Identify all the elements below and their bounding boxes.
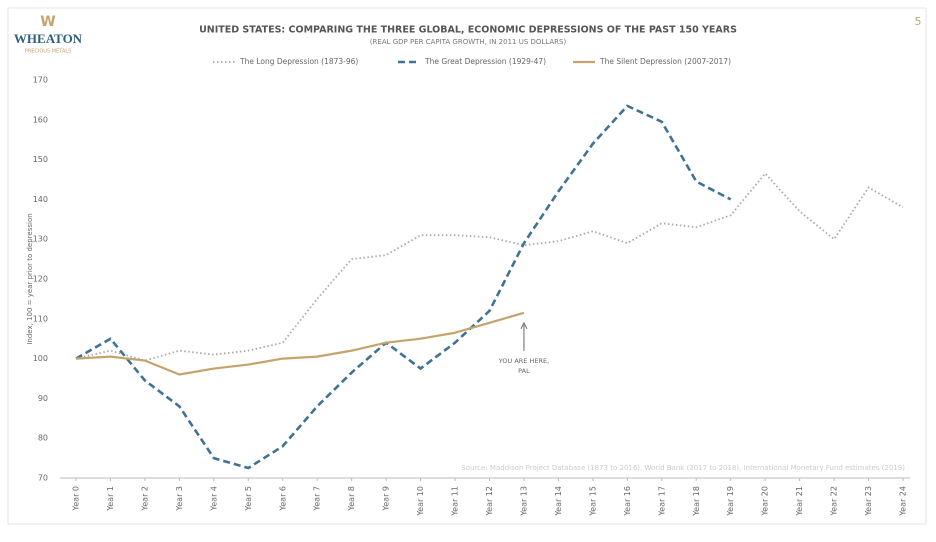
y-tick-label: 110 xyxy=(33,314,48,323)
x-tick-label: Year 16 xyxy=(623,486,632,517)
x-tick-label: Year 12 xyxy=(485,486,494,517)
y-tick-label: 130 xyxy=(33,235,48,244)
logo-name: WHEATON xyxy=(14,31,83,46)
logo-tagline: PRECIOUS METALS xyxy=(25,49,72,55)
legend-label: The Great Depression (1929-47) xyxy=(424,57,546,66)
x-tick-label: Year 22 xyxy=(830,486,839,517)
source-note: Source: Maddison Project Database (1873 … xyxy=(461,464,905,472)
x-tick-label: Year 13 xyxy=(519,486,528,517)
legend-label: The Silent Depression (2007-2017) xyxy=(599,57,731,66)
x-tick-label: Year 1 xyxy=(106,486,115,512)
x-tick-label: Year 2 xyxy=(140,486,149,512)
x-tick-label: Year 7 xyxy=(313,486,322,512)
x-tick-label: Year 11 xyxy=(451,486,460,517)
annotation-text: PAL xyxy=(518,367,530,375)
page-number: 5 xyxy=(915,15,922,28)
y-tick-label: 150 xyxy=(33,155,48,164)
x-tick-label: Year 21 xyxy=(795,486,804,517)
x-tick-label: Year 8 xyxy=(347,486,356,512)
y-tick-label: 80 xyxy=(38,434,48,443)
x-tick-label: Year 24 xyxy=(899,486,908,517)
x-tick-label: Year 0 xyxy=(72,486,81,512)
x-tick-label: Year 19 xyxy=(726,486,735,517)
y-tick-label: 120 xyxy=(33,275,48,284)
annotation-arrowhead xyxy=(520,321,528,330)
series-line xyxy=(75,172,904,362)
x-tick-label: Year 18 xyxy=(692,486,701,517)
x-tick-label: Year 5 xyxy=(244,486,253,512)
chart-title: UNITED STATES: COMPARING THE THREE GLOBA… xyxy=(199,25,737,36)
annotation-text: YOU ARE HERE, xyxy=(498,357,549,365)
x-tick-label: Year 4 xyxy=(209,486,218,512)
x-tick-label: Year 20 xyxy=(761,486,770,517)
x-tick-label: Year 9 xyxy=(382,486,391,512)
frame xyxy=(7,7,927,525)
x-tick-label: Year 6 xyxy=(278,486,287,512)
x-tick-label: Year 23 xyxy=(864,486,873,517)
y-tick-label: 70 xyxy=(38,474,48,483)
y-tick-label: 90 xyxy=(38,394,48,403)
y-tick-label: 170 xyxy=(33,76,48,85)
series-line xyxy=(75,104,732,470)
x-tick-label: Year 17 xyxy=(657,486,666,517)
chart-subtitle: (REAL GDP PER CAPITA GROWTH, IN 2011 US … xyxy=(370,38,567,46)
x-tick-label: Year 3 xyxy=(175,486,184,512)
x-tick-label: Year 14 xyxy=(554,486,563,517)
logo-mark: W xyxy=(40,14,55,30)
y-tick-label: 100 xyxy=(33,354,48,363)
x-tick-label: Year 10 xyxy=(416,486,425,517)
y-axis-label: Index, 100 = year prior to depression xyxy=(26,213,34,344)
y-tick-label: 140 xyxy=(33,195,48,204)
series-line xyxy=(75,311,525,376)
x-tick-label: Year 15 xyxy=(588,486,597,517)
legend-label: The Long Depression (1873-96) xyxy=(239,57,358,66)
y-tick-label: 160 xyxy=(33,115,48,124)
